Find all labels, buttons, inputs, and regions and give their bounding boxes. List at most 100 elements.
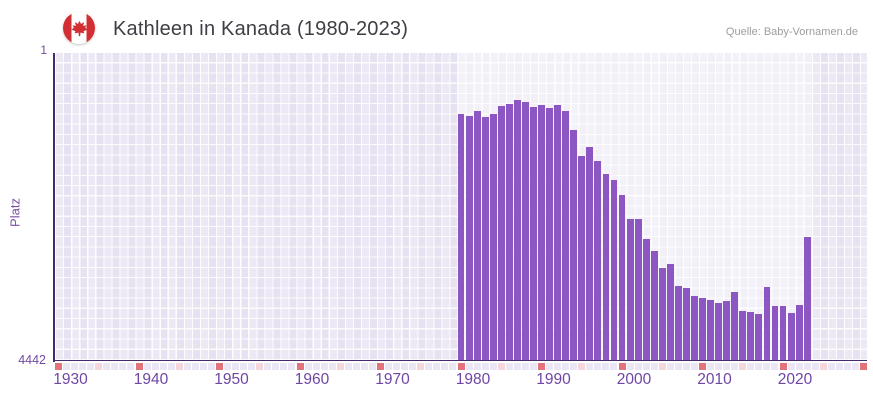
year-strip-cell-1952	[232, 362, 240, 370]
x-tick-label-2010: 2010	[697, 371, 732, 388]
bar-1992	[554, 105, 562, 360]
bar-2021	[787, 313, 795, 360]
year-strip-cell-2017	[755, 362, 763, 370]
year-strip-cell-1966	[344, 362, 352, 370]
year-strip-cell-1944	[167, 362, 175, 370]
x-tick-label-2020: 2020	[777, 371, 813, 388]
year-strip-cell-2014	[731, 362, 739, 370]
bar-2023	[803, 237, 811, 360]
bar-1998	[602, 173, 610, 360]
bar-2001	[626, 219, 634, 360]
year-strip-cell-1955	[256, 362, 264, 370]
year-strip-cell-2021	[787, 362, 795, 370]
maple-leaf-icon	[70, 20, 88, 36]
bar-2014	[731, 291, 739, 360]
year-strip-cell-1960	[296, 362, 304, 370]
y-axis-top-tick: 1	[40, 43, 47, 57]
year-strip-cell-1940	[135, 362, 143, 370]
year-strip-cell-1972	[393, 362, 401, 370]
bar-2012	[715, 303, 723, 360]
year-strip-cell-1956	[264, 362, 272, 370]
x-tick-label-1980: 1980	[455, 371, 491, 388]
bar-1987	[513, 99, 521, 360]
year-strip-cell-2004	[650, 362, 658, 370]
bar-2020	[779, 305, 787, 360]
source-credit: Quelle: Baby-Vornamen.de	[725, 26, 858, 38]
year-strip-cell-2029	[851, 362, 859, 370]
x-tick-label-1940: 1940	[133, 371, 169, 388]
bar-1985	[497, 105, 505, 360]
year-strip-cell-2019	[771, 362, 779, 370]
year-strip-cell-2027	[835, 362, 843, 370]
year-strip-cell-2025	[819, 362, 827, 370]
year-strip-cell-1974	[409, 362, 417, 370]
bar-2003	[642, 238, 650, 360]
y-axis-line	[53, 53, 55, 362]
year-strip-cell-1996	[586, 362, 594, 370]
year-strip-cell-1976	[425, 362, 433, 370]
bar-2010	[699, 297, 706, 360]
year-strip-cell-2026	[827, 362, 835, 370]
year-strip-cell-1999	[610, 362, 618, 370]
year-strip-cell-2007	[674, 362, 682, 370]
x-tick-label-2000: 2000	[616, 371, 652, 388]
year-strip-cell-1961	[304, 362, 312, 370]
bar-1982	[473, 111, 481, 360]
bar-1981	[465, 115, 473, 360]
year-strip-cell-1998	[602, 362, 610, 370]
bar-1993	[562, 111, 570, 360]
bar-1990	[538, 105, 545, 360]
bar-1999	[610, 179, 618, 360]
chart-title: Kathleen in Kanada (1980-2023)	[113, 18, 409, 40]
year-strip-cell-1945	[175, 362, 183, 370]
bar-2008	[683, 287, 690, 360]
year-strip-cell-1985	[497, 362, 505, 370]
bar-1989	[530, 106, 537, 360]
year-strip-cell-2000	[618, 362, 626, 370]
bar-1984	[489, 114, 497, 360]
year-strip-cell-1946	[183, 362, 191, 370]
year-strip-cell-1964	[328, 362, 336, 370]
year-strip-cell-1993	[562, 362, 570, 370]
x-tick-label-1950: 1950	[214, 371, 249, 388]
bar-2018	[763, 286, 771, 360]
year-strip-cell-2005	[658, 362, 666, 370]
year-strip-cell-1934	[87, 362, 95, 370]
year-strip-cell-1957	[272, 362, 280, 370]
year-strip-cell-1997	[594, 362, 602, 370]
year-strip-cell-1942	[151, 362, 159, 370]
year-strip-cell-1975	[417, 362, 425, 370]
year-strip-cell-2001	[626, 362, 634, 370]
year-strip-cell-1953	[240, 362, 248, 370]
year-strip-cell-1987	[513, 362, 521, 370]
bar-2000	[618, 194, 626, 360]
bar-2005	[658, 267, 666, 360]
bar-1995	[578, 155, 586, 360]
year-strip-cell-1949	[207, 362, 215, 370]
bar-1986	[505, 103, 513, 360]
bar-2016	[747, 311, 755, 360]
year-strip-cell-2010	[699, 362, 707, 370]
year-strip-cell-1967	[352, 362, 360, 370]
year-strip-cell-2024	[811, 362, 819, 370]
year-strip-cell-2009	[690, 362, 698, 370]
x-tick-label-1960: 1960	[294, 371, 330, 388]
year-strip-cell-1937	[111, 362, 119, 370]
year-strip-cell-1992	[554, 362, 562, 370]
year-strip-cell-1962	[312, 362, 320, 370]
year-strip-cell-2030	[860, 362, 868, 370]
year-strip-cell-1968	[360, 362, 368, 370]
year-strip-cell-1973	[401, 362, 409, 370]
year-strip-cell-2012	[715, 362, 723, 370]
year-strip-cell-2023	[803, 362, 811, 370]
bar-2002	[634, 219, 642, 360]
year-strip-cell-2002	[634, 362, 642, 370]
year-strip-cell-2018	[763, 362, 771, 370]
year-strip-cell-1989	[529, 362, 537, 370]
canada-flag-icon	[63, 12, 95, 44]
year-strip-cell-2006	[666, 362, 674, 370]
x-tick-label-1930: 1930	[53, 371, 88, 388]
year-strip-cell-1948	[199, 362, 207, 370]
year-strip-cell-1959	[288, 362, 296, 370]
